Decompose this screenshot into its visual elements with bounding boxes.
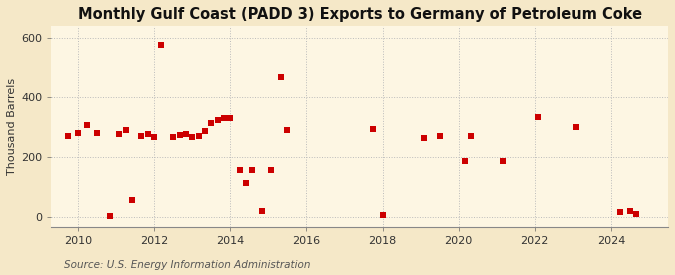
Point xyxy=(368,126,379,131)
Point xyxy=(212,117,223,122)
Title: Monthly Gulf Coast (PADD 3) Exports to Germany of Petroleum Coke: Monthly Gulf Coast (PADD 3) Exports to G… xyxy=(78,7,642,22)
Point xyxy=(225,116,236,120)
Point xyxy=(497,159,508,164)
Point xyxy=(63,134,74,138)
Point xyxy=(631,211,642,216)
Point xyxy=(72,131,83,135)
Point xyxy=(460,159,470,164)
Point xyxy=(113,131,124,136)
Point xyxy=(266,168,277,173)
Point xyxy=(533,115,543,119)
Point xyxy=(142,131,153,136)
Point xyxy=(193,134,204,138)
Point xyxy=(120,128,131,132)
Point xyxy=(127,198,138,202)
Point xyxy=(180,131,191,136)
Point xyxy=(241,181,252,185)
Point xyxy=(199,129,210,133)
Point xyxy=(92,130,103,135)
Point xyxy=(615,210,626,214)
Point xyxy=(234,168,245,173)
Text: Source: U.S. Energy Information Administration: Source: U.S. Energy Information Administ… xyxy=(64,260,310,270)
Point xyxy=(174,133,185,137)
Point xyxy=(148,134,159,139)
Point xyxy=(82,123,93,127)
Point xyxy=(624,208,635,213)
Point xyxy=(247,168,258,173)
Point xyxy=(167,134,178,139)
Y-axis label: Thousand Barrels: Thousand Barrels xyxy=(7,78,17,175)
Point xyxy=(377,213,388,217)
Point xyxy=(570,125,581,130)
Point xyxy=(104,213,115,218)
Point xyxy=(187,134,198,139)
Point xyxy=(155,43,166,48)
Point xyxy=(282,128,293,132)
Point xyxy=(206,120,217,125)
Point xyxy=(466,134,477,138)
Point xyxy=(418,135,429,140)
Point xyxy=(256,208,267,213)
Point xyxy=(434,134,445,138)
Point xyxy=(218,116,229,120)
Point xyxy=(136,134,147,138)
Point xyxy=(275,74,286,79)
